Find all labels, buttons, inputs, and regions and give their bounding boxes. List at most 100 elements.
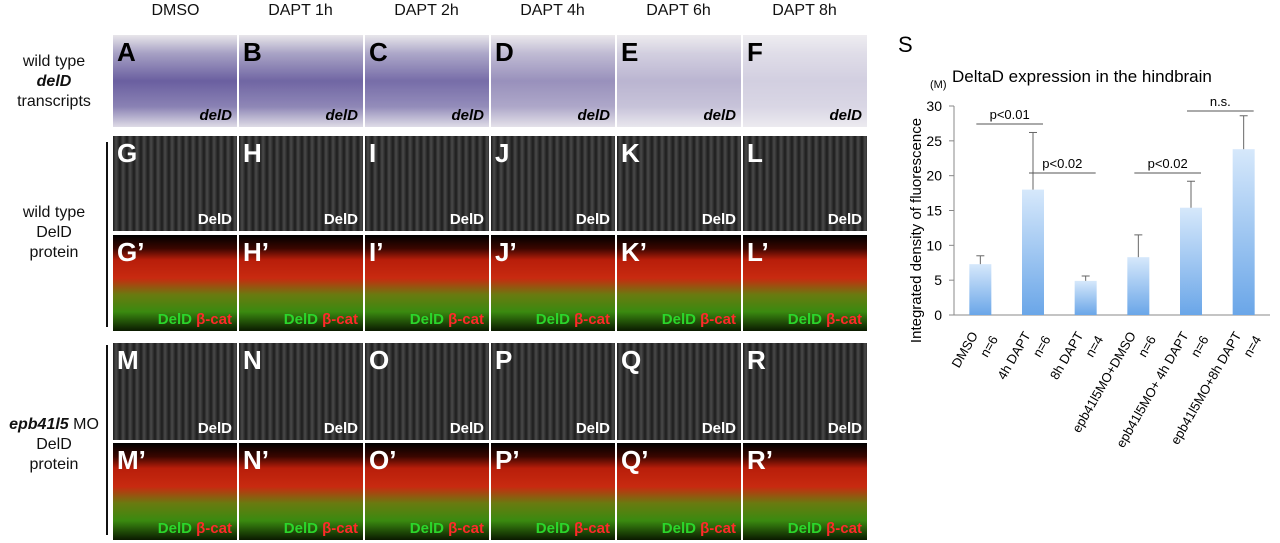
panel-letter: E — [621, 37, 639, 67]
panel-stain-label: DelD β-cat — [661, 311, 736, 328]
bar — [1180, 207, 1202, 315]
delta_merge-panel: L’ DelD β-cat — [743, 235, 867, 331]
bar — [969, 264, 992, 315]
row-label-mo-protein: epb41l5 MO DelD protein — [9, 416, 99, 473]
panel-stain-label: delD — [577, 107, 610, 124]
panel-letter: O — [369, 345, 390, 375]
y-tick-label: 0 — [934, 307, 942, 323]
panel-letter: O’ — [369, 445, 397, 475]
mo_merge-panel: Q’ DelD β-cat — [617, 443, 741, 540]
row-label-ish: wild type delD transcripts — [17, 53, 91, 110]
panel-stain-label: DelD — [197, 211, 232, 228]
panel-stain-label: DelD — [701, 211, 736, 228]
panel-stain-label: DelD — [323, 211, 358, 228]
panel-letter: H’ — [243, 237, 269, 267]
panel-letter: I — [369, 138, 377, 168]
mo-panel: R DelD — [743, 343, 867, 440]
mo-panel: O DelD — [365, 343, 489, 440]
panel-stain-label: DelD — [575, 420, 610, 437]
panel-letter: F — [747, 37, 763, 67]
panel-stain-label: DelD — [449, 420, 484, 437]
mo_merge-panel: R’ DelD β-cat — [743, 443, 867, 540]
column-header: DAPT 1h — [268, 2, 333, 19]
delta-panel: G DelD — [113, 136, 237, 231]
panel-letter: J — [495, 138, 510, 168]
panel-stain-label: delD — [325, 107, 358, 124]
panel-letter: B — [243, 37, 262, 67]
delta_merge-panel: H’ DelD β-cat — [239, 235, 363, 331]
panel-stain-label: DelD β-cat — [787, 311, 862, 328]
panel-stain-label: DelD β-cat — [535, 520, 610, 537]
row-bracket — [106, 142, 108, 327]
panel-stain-label: delD — [451, 107, 484, 124]
bar — [1232, 149, 1255, 315]
delta-panel: L DelD — [743, 136, 867, 231]
panel-stain-label: DelD — [827, 211, 862, 228]
delta-panel: K DelD — [617, 136, 741, 231]
column-header: DMSO — [151, 2, 200, 19]
panel-stain-label: DelD β-cat — [409, 520, 484, 537]
panel-letter: M — [117, 345, 139, 375]
row-bracket — [106, 345, 108, 535]
y-axis-label: Integrated density of fluorescence — [908, 118, 925, 343]
panel-stain-label: delD — [703, 107, 736, 124]
bar — [1022, 189, 1044, 315]
panel-letter: P’ — [495, 445, 520, 475]
y-tick-label: 10 — [926, 237, 942, 253]
panel-stain-label: DelD — [449, 211, 484, 228]
panel-stain-label: DelD — [323, 420, 358, 437]
panel-letter: G’ — [117, 237, 145, 267]
mo_merge-panel: P’ DelD β-cat — [491, 443, 615, 540]
column-header: DAPT 8h — [772, 2, 837, 19]
significance-label: p<0.02 — [1042, 156, 1082, 171]
panel-letter: L — [747, 138, 763, 168]
panel-letter: R’ — [747, 445, 773, 475]
category-label: 8h DAPT — [1047, 329, 1086, 382]
panel-letter: A — [117, 37, 136, 67]
column-header: DAPT 2h — [394, 2, 459, 19]
chart-title: DeltaD expression in the hindbrain — [952, 67, 1212, 86]
panel-stain-label: delD — [829, 107, 862, 124]
mo-panel: P DelD — [491, 343, 615, 440]
panel-letter: M’ — [117, 445, 146, 475]
mo-panel: N DelD — [239, 343, 363, 440]
panel-stain-label: DelD β-cat — [787, 520, 862, 537]
panel-letter: D — [495, 37, 514, 67]
panel-letter: G — [117, 138, 138, 168]
y-tick-label: 25 — [926, 133, 942, 149]
delta_merge-panel: J’ DelD β-cat — [491, 235, 615, 331]
delta_merge-panel: K’ DelD β-cat — [617, 235, 741, 331]
mo_merge-panel: M’ DelD β-cat — [113, 443, 237, 540]
delta-panel: J DelD — [491, 136, 615, 231]
panel-stain-label: DelD — [701, 420, 736, 437]
column-header: DAPT 6h — [646, 2, 711, 19]
y-unit-label: (M) — [930, 79, 947, 91]
significance-label: p<0.02 — [1148, 156, 1188, 171]
panel-letter: N — [243, 345, 262, 375]
column-header: DAPT 4h — [520, 2, 585, 19]
category-label: 4h DAPT — [994, 329, 1033, 382]
y-tick-label: 15 — [926, 203, 942, 219]
panel-letter: Q — [621, 345, 642, 375]
panel-letter: H — [243, 138, 262, 168]
panel-stain-label: DelD β-cat — [157, 311, 232, 328]
panel-letter: K — [621, 138, 640, 168]
panel-stain-label: delD — [199, 107, 232, 124]
panel-stain-label: DelD β-cat — [283, 520, 358, 537]
bar — [1074, 280, 1097, 315]
mo-panel: Q DelD — [617, 343, 741, 440]
panel-stain-label: DelD — [197, 420, 232, 437]
y-tick-label: 20 — [926, 168, 942, 184]
mo_merge-panel: N’ DelD β-cat — [239, 443, 363, 540]
bar — [1127, 257, 1150, 315]
y-tick-label: 5 — [934, 272, 942, 288]
mo-panel: M DelD — [113, 343, 237, 440]
panel-stain-label: DelD — [827, 420, 862, 437]
y-tick-label: 30 — [926, 98, 942, 114]
panel-stain-label: DelD β-cat — [157, 520, 232, 537]
